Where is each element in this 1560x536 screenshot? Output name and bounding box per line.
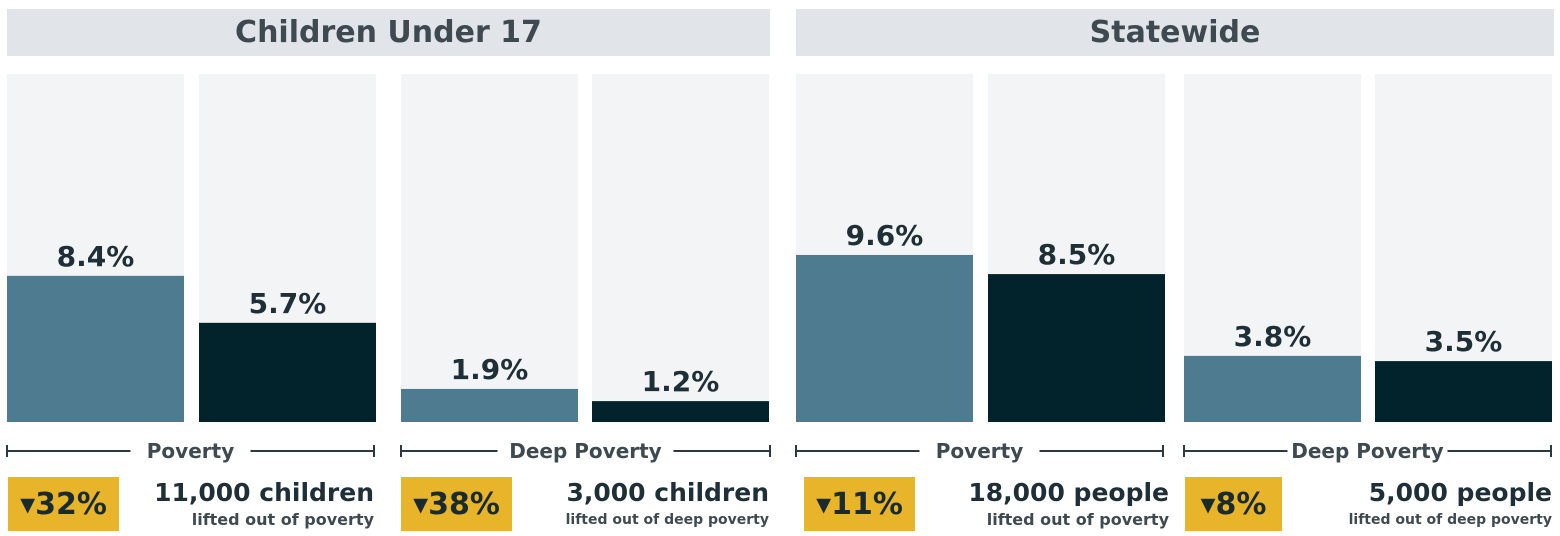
bar-before bbox=[796, 254, 973, 422]
summary-count: 18,000 people bbox=[968, 478, 1169, 507]
bar-after bbox=[988, 274, 1165, 422]
group-label: Deep Poverty bbox=[509, 439, 661, 463]
summary-children-poverty: 11,000 children lifted out of poverty bbox=[128, 477, 374, 531]
group-label: Deep Poverty bbox=[1291, 439, 1443, 463]
summary-count: 5,000 people bbox=[1368, 478, 1552, 507]
change-badge-children-deep-poverty: ▾38% bbox=[401, 477, 512, 531]
bar-value-label: 1.9% bbox=[451, 353, 529, 386]
group-label: Poverty bbox=[147, 439, 234, 463]
summary-desc: lifted out of poverty bbox=[986, 510, 1169, 529]
section-header-children: Children Under 17 bbox=[7, 9, 770, 56]
bar-value-label: 1.2% bbox=[642, 365, 720, 398]
summary-desc: lifted out of poverty bbox=[191, 510, 374, 529]
bar-before bbox=[1184, 355, 1361, 422]
change-badge-statewide-deep-poverty: ▾8% bbox=[1185, 477, 1282, 531]
bar-panel bbox=[401, 74, 578, 422]
bar-value-label: 9.6% bbox=[846, 219, 924, 252]
bar-value-label: 8.4% bbox=[57, 240, 135, 273]
summary-statewide-deep-poverty: 5,000 people lifted out of deep poverty bbox=[1296, 477, 1552, 531]
summary-count: 11,000 children bbox=[154, 478, 374, 507]
bar-after bbox=[1375, 361, 1552, 422]
bar-panel bbox=[592, 74, 769, 422]
bar-after bbox=[199, 322, 376, 422]
summary-desc: lifted out of deep poverty bbox=[565, 512, 769, 528]
bar-value-label: 8.5% bbox=[1038, 238, 1116, 271]
bar-before bbox=[401, 388, 578, 422]
summary-statewide-poverty: 18,000 people lifted out of poverty bbox=[925, 477, 1169, 531]
bar-value-label: 5.7% bbox=[249, 287, 327, 320]
bar-after bbox=[592, 401, 769, 422]
group-label: Poverty bbox=[936, 439, 1023, 463]
bar-value-label: 3.5% bbox=[1425, 325, 1503, 358]
summary-count: 3,000 children bbox=[566, 478, 769, 507]
bar-value-label: 3.8% bbox=[1234, 320, 1312, 353]
section-header-statewide: Statewide bbox=[796, 9, 1554, 56]
change-badge-children-poverty: ▾32% bbox=[8, 477, 119, 531]
summary-children-deep-poverty: 3,000 children lifted out of deep povert… bbox=[516, 477, 769, 531]
change-badge-statewide-poverty: ▾11% bbox=[804, 477, 915, 531]
summary-desc: lifted out of deep poverty bbox=[1348, 512, 1552, 528]
bar-before bbox=[7, 275, 184, 422]
